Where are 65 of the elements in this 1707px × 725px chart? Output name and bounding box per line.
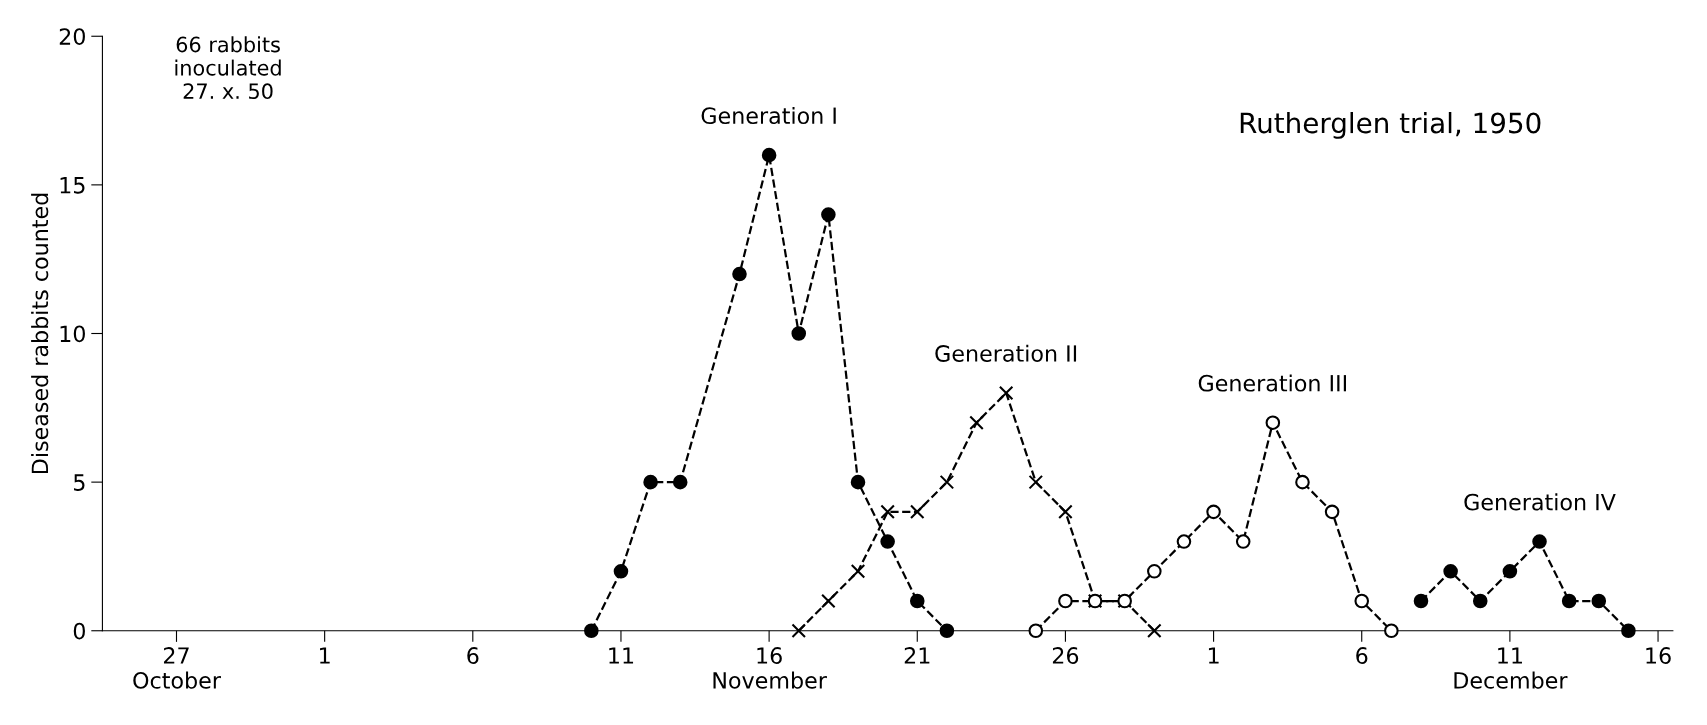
point: [584, 623, 599, 639]
point: [791, 326, 807, 341]
point: [1028, 623, 1044, 639]
point: [1532, 534, 1547, 549]
point: [909, 593, 925, 609]
point: [1295, 474, 1310, 490]
point: [1058, 504, 1073, 520]
point: [1058, 593, 1073, 609]
point: [1621, 623, 1636, 639]
point: [643, 474, 658, 490]
x-tick-label: 1: [1208, 647, 1219, 664]
series-label: Generation IV: [1464, 493, 1616, 511]
y-tick-label: 0: [73, 622, 85, 640]
x-tick-label: 27 October: [133, 647, 221, 689]
point: [791, 623, 807, 639]
y-tick-label: 15: [60, 177, 85, 194]
point: [1028, 474, 1044, 490]
series-label: Generation III: [1198, 374, 1347, 392]
y-tick-label: 20: [59, 28, 85, 46]
point: [1561, 593, 1577, 609]
x-tick-label: 1: [320, 647, 330, 664]
point: [1443, 564, 1458, 579]
point: [1235, 534, 1251, 549]
point: [672, 474, 688, 490]
point: [939, 623, 955, 639]
point: [821, 207, 836, 222]
point: [1354, 593, 1370, 609]
point: [761, 147, 777, 163]
point: [909, 504, 925, 520]
point: [1147, 564, 1162, 579]
series-label: Generation I: [701, 106, 836, 125]
point: [880, 534, 895, 549]
point: [1502, 564, 1518, 579]
point: [732, 266, 747, 282]
point: [850, 474, 866, 490]
x-tick-label: 11 December: [1454, 647, 1568, 689]
series-label: Generation II: [935, 344, 1077, 362]
x-tick-label: 6: [1356, 647, 1368, 664]
point: [850, 564, 866, 579]
point: [1413, 593, 1429, 609]
point: [613, 564, 629, 579]
point: [1265, 415, 1281, 430]
point: [821, 593, 836, 609]
point: [1324, 504, 1340, 520]
point: [939, 474, 955, 490]
annotation: Rutherglen trial, 1950: [1240, 111, 1541, 139]
x-tick-label: 16 November: [713, 647, 827, 689]
y-axis-title: Diseased rabbits counted: [31, 193, 49, 474]
x-tick-label: 6: [467, 647, 479, 664]
point: [1591, 593, 1607, 609]
y-tick-label: 10: [60, 325, 85, 343]
annotation: 66 rabbits inoculated 27. x. 50: [175, 36, 281, 100]
point: [1384, 623, 1399, 639]
y-tick-label: 5: [74, 474, 85, 491]
point: [1176, 534, 1192, 549]
x-tick-label: 26: [1052, 647, 1079, 664]
point: [969, 415, 984, 430]
x-tick-label: 11: [609, 647, 634, 664]
point: [1472, 593, 1488, 609]
point: [998, 385, 1014, 401]
x-tick-label: 16: [1646, 647, 1671, 664]
point: [1206, 504, 1221, 520]
point: [1147, 623, 1162, 639]
x-tick-label: 21: [904, 647, 930, 664]
point: [880, 504, 895, 520]
